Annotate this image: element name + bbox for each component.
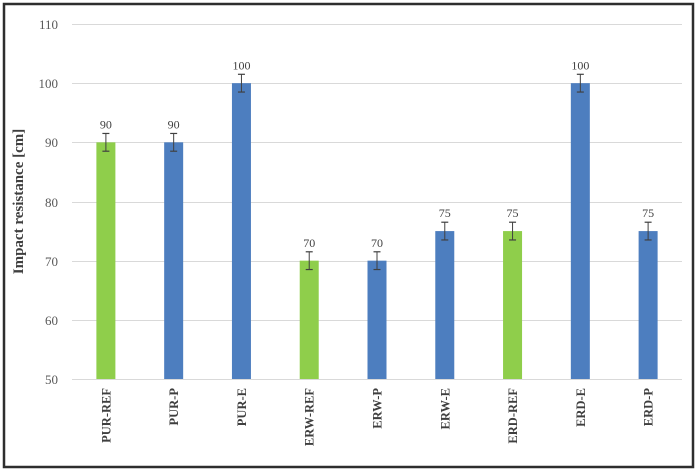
bar bbox=[367, 260, 387, 379]
category-label: ERD-P bbox=[642, 388, 656, 427]
bar-value-label: 75 bbox=[642, 206, 654, 220]
category-label: ERW-REF bbox=[303, 388, 317, 446]
bar-value-label: 100 bbox=[571, 58, 589, 72]
bar bbox=[231, 83, 251, 380]
bar-value-label: 90 bbox=[100, 117, 112, 131]
category-label: PUR-E bbox=[235, 388, 249, 426]
category-label: ERD-REF bbox=[506, 388, 520, 444]
y-tick-label: 60 bbox=[45, 313, 58, 328]
bar-value-label: 70 bbox=[371, 236, 383, 250]
category-label: PUR-P bbox=[167, 388, 181, 426]
bar-value-label: 70 bbox=[303, 236, 315, 250]
bar-value-label: 75 bbox=[439, 206, 451, 220]
y-tick-label: 100 bbox=[39, 76, 59, 91]
y-tick-label: 80 bbox=[45, 195, 58, 210]
y-tick-label: 70 bbox=[45, 254, 58, 269]
bar-value-label: 100 bbox=[232, 58, 250, 72]
bar bbox=[570, 83, 590, 380]
category-label: ERW-P bbox=[371, 388, 385, 429]
bar-value-label: 90 bbox=[168, 117, 180, 131]
y-tick-label: 50 bbox=[45, 372, 58, 387]
bar bbox=[435, 231, 455, 379]
bar bbox=[164, 142, 184, 379]
category-label: ERW-E bbox=[438, 388, 452, 429]
category-label: PUR-REF bbox=[99, 388, 113, 443]
y-axis-title: Impact resistance [cm] bbox=[11, 129, 27, 275]
y-tick-label: 110 bbox=[39, 17, 58, 32]
bar bbox=[503, 231, 523, 379]
bar-value-label: 75 bbox=[507, 206, 519, 220]
bar bbox=[96, 142, 116, 379]
category-label: ERD-E bbox=[574, 388, 588, 427]
bar bbox=[299, 260, 319, 379]
bar bbox=[638, 231, 658, 379]
y-tick-label: 90 bbox=[45, 135, 58, 150]
